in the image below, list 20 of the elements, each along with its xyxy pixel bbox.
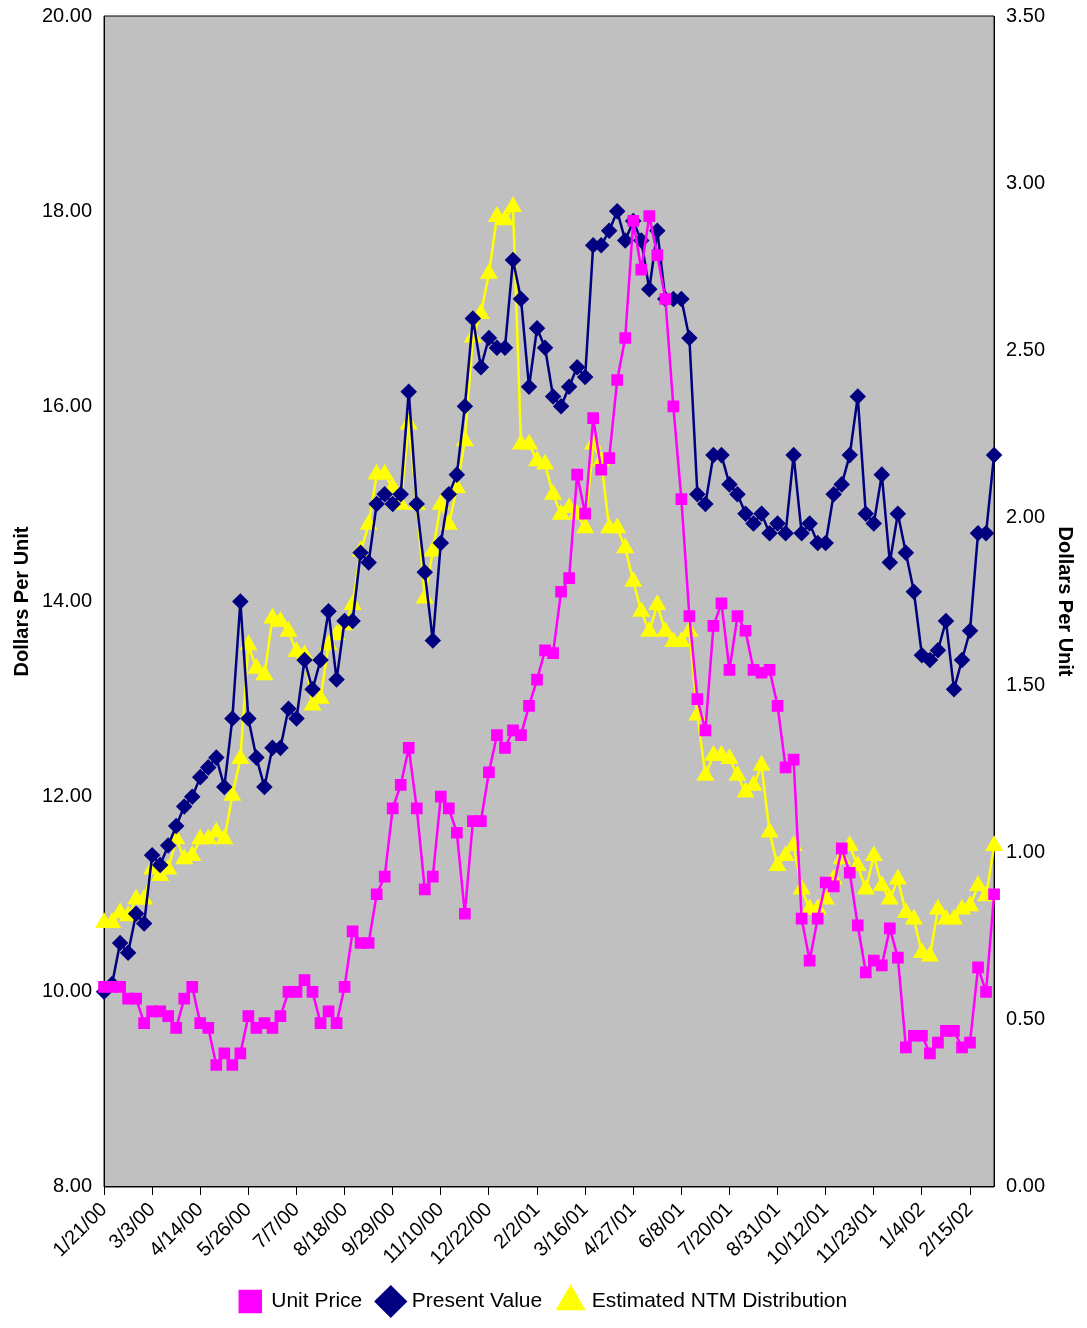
legend-label: Estimated NTM Distribution: [591, 1288, 848, 1312]
legend-label: Present Value: [411, 1288, 543, 1312]
y-tick-label: 20.00: [41, 3, 93, 26]
y2-tick-label: 1.50: [1006, 672, 1046, 695]
y-tick-label: 18.00: [41, 198, 93, 221]
legend-label: Unit Price: [271, 1288, 363, 1312]
y-tick-label: 14.00: [41, 589, 93, 612]
y2-tick-label: 1.00: [1006, 839, 1046, 862]
y2-tick-label: 0.50: [1006, 1007, 1046, 1030]
y2-tick-label: 2.50: [1006, 338, 1046, 361]
y2-tick-label: 2.00: [1006, 505, 1046, 528]
y2-axis-title: Dollars Per Unit: [1055, 526, 1078, 677]
y2-tick-label: 3.50: [1006, 3, 1046, 26]
y-axis-title: Dollars Per Unit: [9, 526, 32, 677]
y-tick-label: 8.00: [53, 1174, 93, 1197]
y-tick-label: 16.00: [41, 393, 93, 416]
y2-tick-label: 3.00: [1006, 170, 1046, 193]
y-tick-label: 12.00: [41, 784, 93, 807]
y-tick-label: 10.00: [41, 979, 93, 1002]
y2-tick-label: 0.00: [1006, 1174, 1046, 1197]
